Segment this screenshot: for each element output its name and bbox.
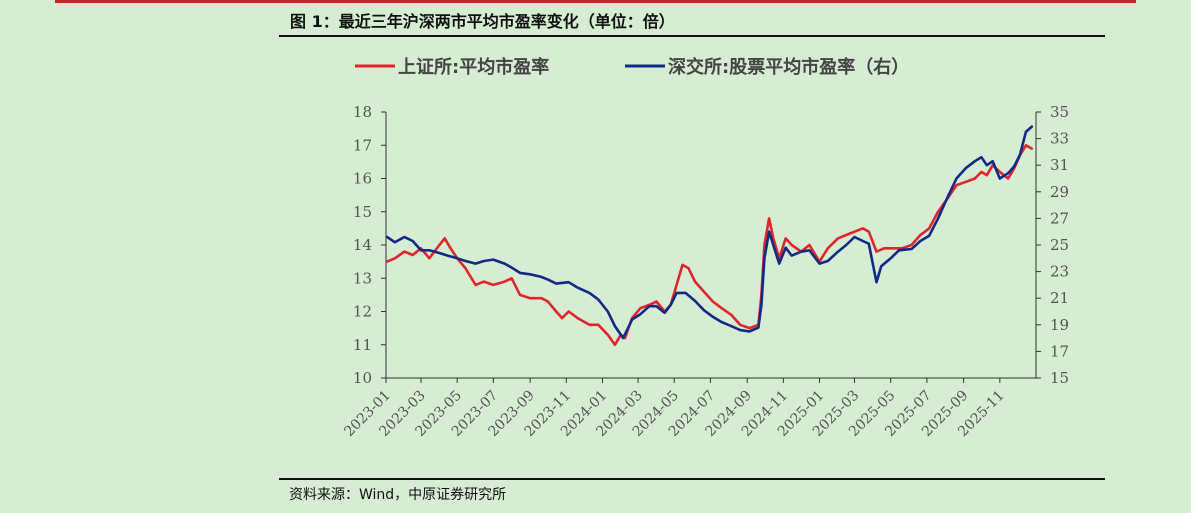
y-right-tick-label: 19 xyxy=(1050,316,1069,334)
y-right-tick-label: 33 xyxy=(1050,130,1069,148)
y-right-tick-label: 27 xyxy=(1050,209,1069,227)
legend-label-szse: 深交所:股票平均市盈率（右） xyxy=(668,56,909,78)
legend: 上证所:平均市盈率 深交所:股票平均市盈率（右） xyxy=(355,56,909,78)
y-left-tick-label: 18 xyxy=(353,103,372,121)
title-rule xyxy=(279,35,1105,37)
y-right-tick-label: 23 xyxy=(1050,263,1069,281)
bottom-rule xyxy=(279,478,1105,480)
y-left-tick-label: 11 xyxy=(353,336,372,354)
source-note: 资料来源：Wind，中原证券研究所 xyxy=(289,487,507,503)
y-right-tick-label: 31 xyxy=(1050,156,1069,174)
y-right-tick-label: 17 xyxy=(1050,342,1069,360)
series-line-szse xyxy=(385,125,1034,340)
y-right-tick-label: 21 xyxy=(1050,289,1069,307)
y-left-tick-label: 12 xyxy=(353,303,372,321)
y-left-tick-label: 17 xyxy=(353,136,372,154)
y-left-tick-label: 14 xyxy=(353,236,372,254)
y-right-tick-label: 15 xyxy=(1050,369,1069,387)
y-right-tick-label: 25 xyxy=(1050,236,1069,254)
figure-title: 图 1：最近三年沪深两市平均市盈率变化（单位：倍） xyxy=(290,12,675,31)
y-left-tick-label: 15 xyxy=(353,203,372,221)
plot-area xyxy=(385,125,1034,347)
top-rule xyxy=(55,0,1136,3)
y-right-tick-label: 29 xyxy=(1050,183,1069,201)
legend-label-sse: 上证所:平均市盈率 xyxy=(398,56,549,78)
y-right-tick-label: 35 xyxy=(1050,103,1069,121)
y-left-tick-label: 16 xyxy=(353,170,372,188)
series-line-sse xyxy=(385,144,1034,347)
y-left-tick-label: 13 xyxy=(353,269,372,287)
axes: 10 11 12 13 14 15 16 17 18 15 17 19 21 23 25 27 29 31 33 35… xyxy=(341,103,1069,440)
y-left-tick-label: 10 xyxy=(353,369,372,387)
